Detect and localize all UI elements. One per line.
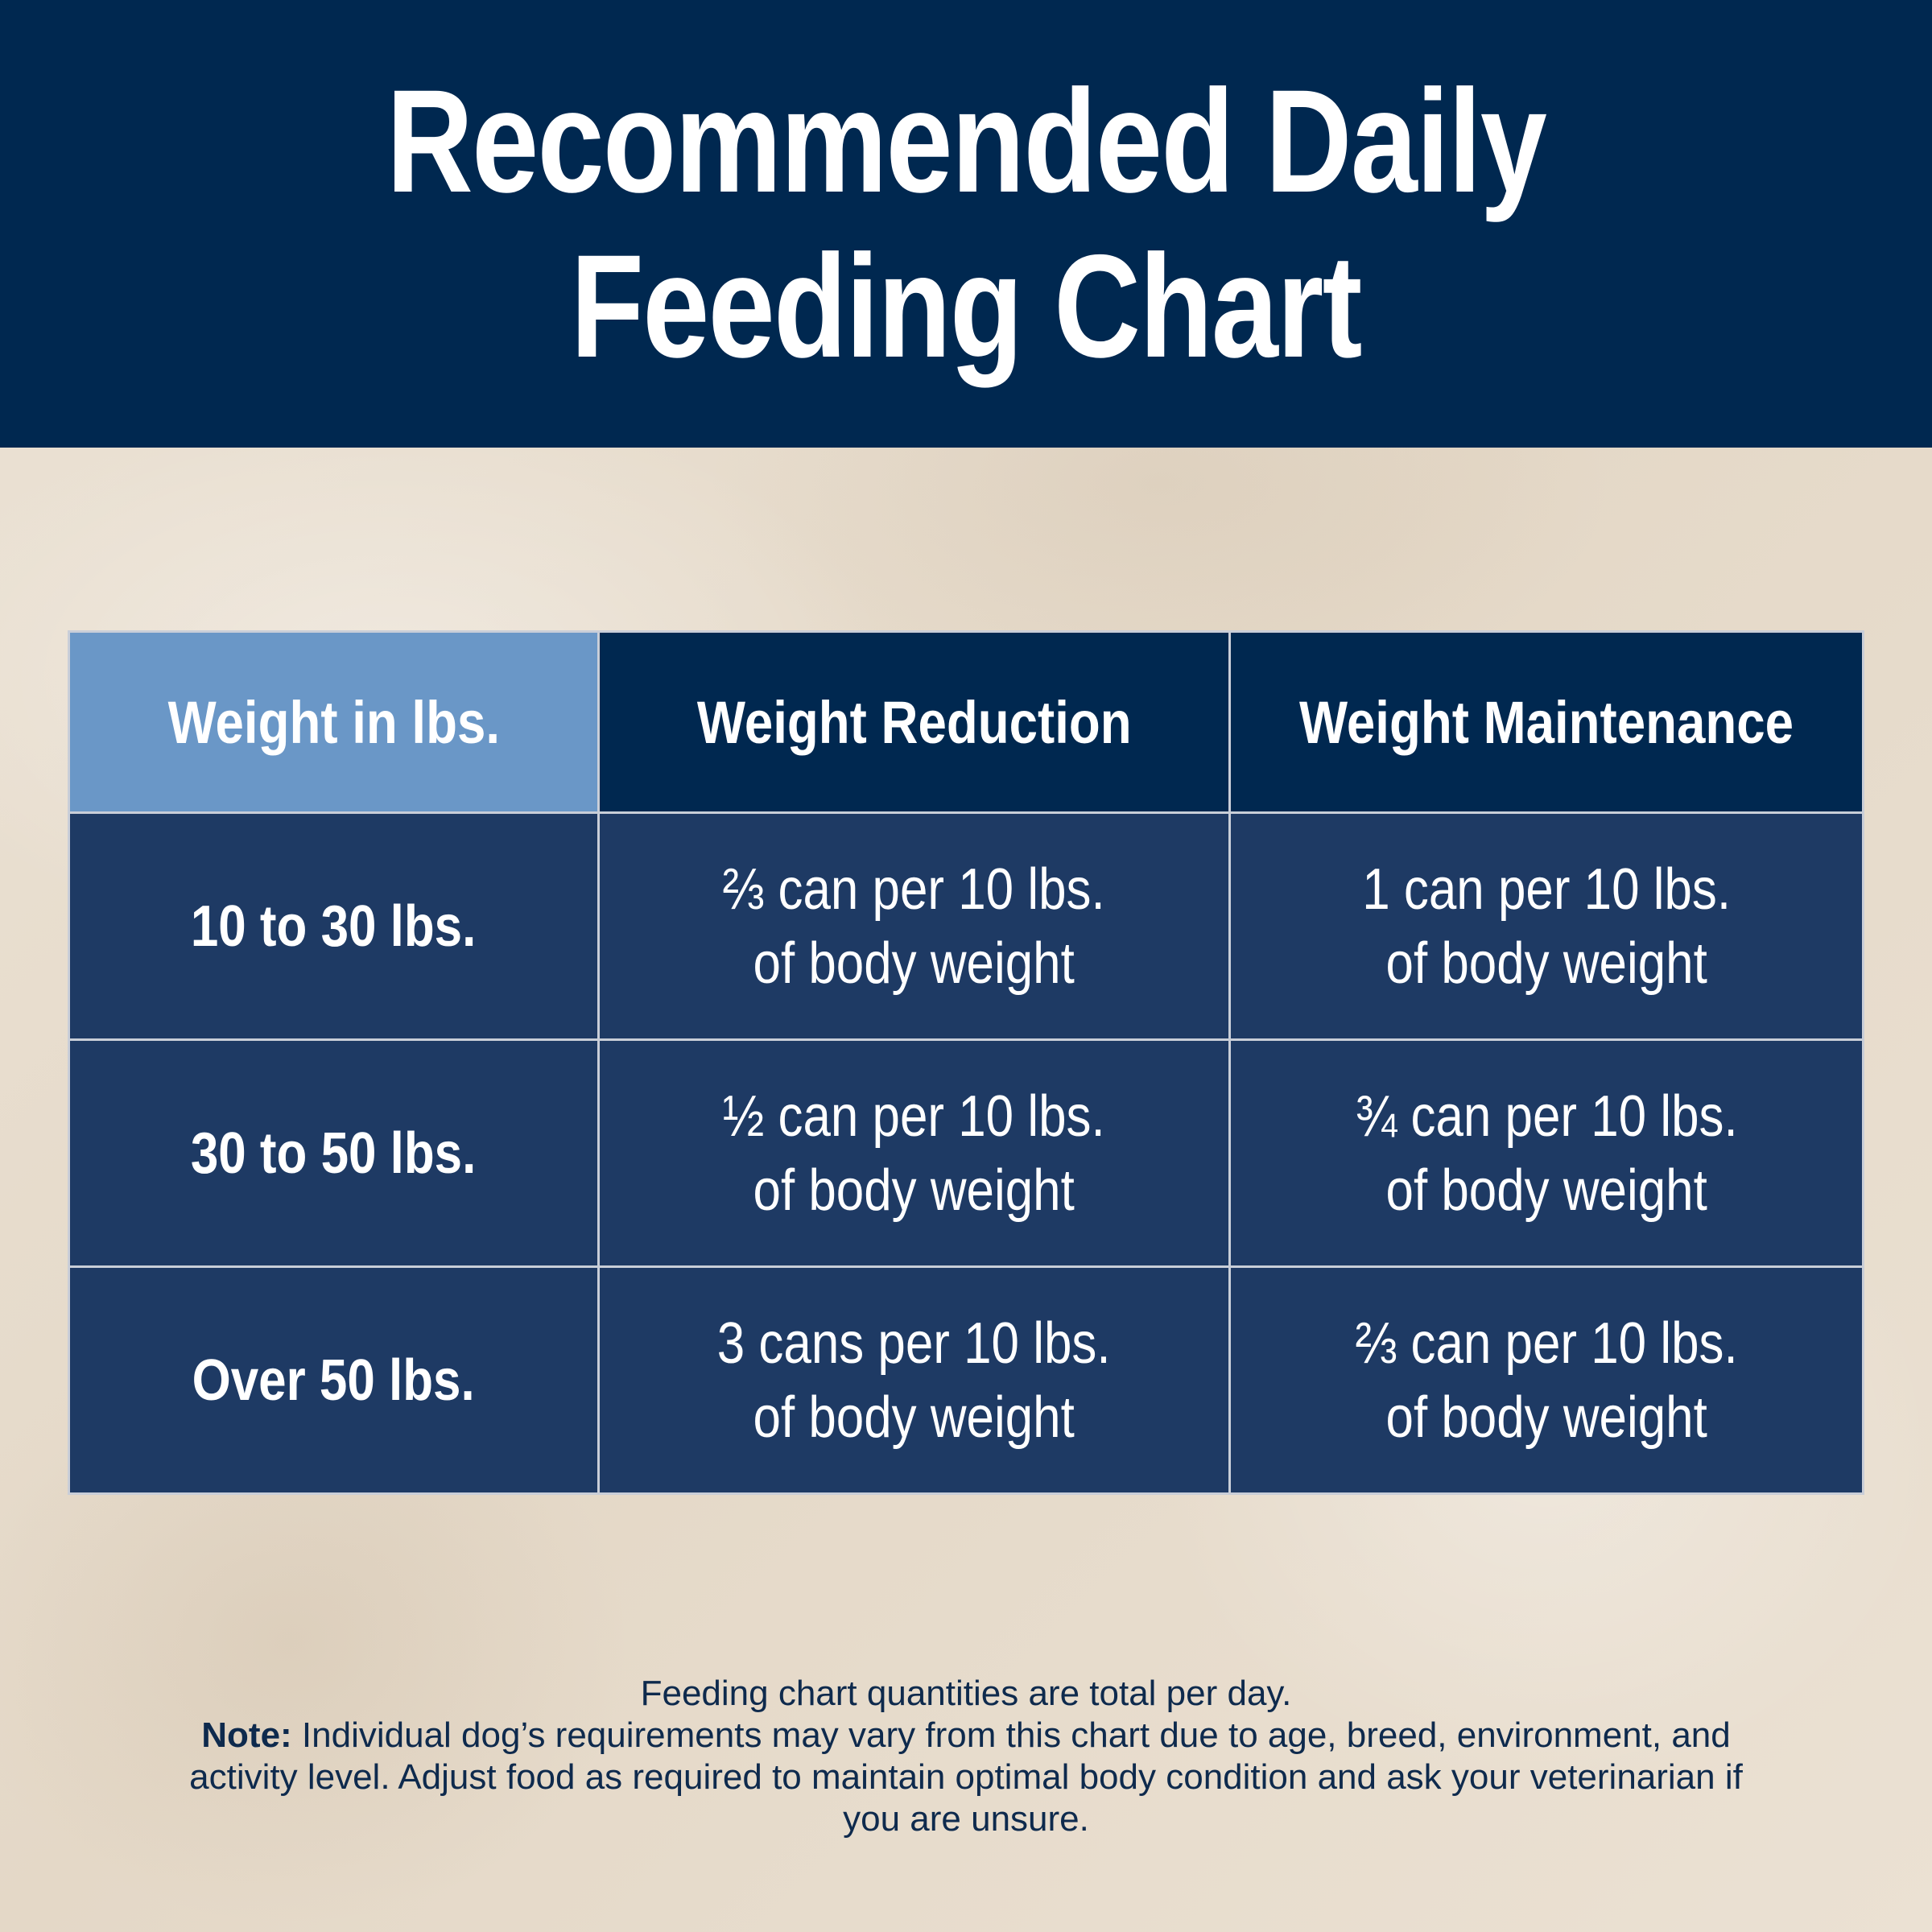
footer-line-1: Feeding chart quantities are total per d… xyxy=(640,1674,1292,1713)
footer-note: Feeding chart quantities are total per d… xyxy=(161,1673,1771,1840)
weight-cell: Over 50 lbs. xyxy=(68,1265,600,1495)
table-row: Over 50 lbs. 3 cans per 10 lbs. of body … xyxy=(68,1265,1864,1495)
note-text: Individual dog’s requirements may vary f… xyxy=(189,1715,1743,1839)
table-row: 30 to 50 lbs. ½ can per 10 lbs. of body … xyxy=(68,1038,1864,1268)
feeding-chart-table: Weight in lbs. Weight Reduction Weight M… xyxy=(68,630,1864,1495)
reduction-cell: ⅔ can per 10 lbs. of body weight xyxy=(597,811,1232,1041)
maintenance-cell: ¾ can per 10 lbs. of body weight xyxy=(1228,1038,1864,1268)
footer-note-paragraph: Note: Individual dog’s requirements may … xyxy=(161,1715,1771,1840)
reduction-cell: 3 cans per 10 lbs. of body weight xyxy=(597,1265,1232,1495)
weight-cell: 10 to 30 lbs. xyxy=(68,811,600,1041)
title-line-1: Recommended Daily xyxy=(386,59,1547,223)
reduction-cell: ½ can per 10 lbs. of body weight xyxy=(597,1038,1232,1268)
weight-cell: 30 to 50 lbs. xyxy=(68,1038,600,1268)
title-line-2: Feeding Chart xyxy=(571,224,1363,388)
title-banner: Recommended Daily Feeding Chart xyxy=(0,0,1932,448)
header-weight-reduction: Weight Reduction xyxy=(597,630,1232,814)
note-label: Note: xyxy=(201,1715,292,1755)
maintenance-cell: 1 can per 10 lbs. of body weight xyxy=(1228,811,1864,1041)
header-weight-maintenance: Weight Maintenance xyxy=(1228,630,1864,814)
table-header-row: Weight in lbs. Weight Reduction Weight M… xyxy=(68,630,1864,814)
maintenance-cell: ⅔ can per 10 lbs. of body weight xyxy=(1228,1265,1864,1495)
header-weight: Weight in lbs. xyxy=(68,630,600,814)
table-row: 10 to 30 lbs. ⅔ can per 10 lbs. of body … xyxy=(68,811,1864,1041)
